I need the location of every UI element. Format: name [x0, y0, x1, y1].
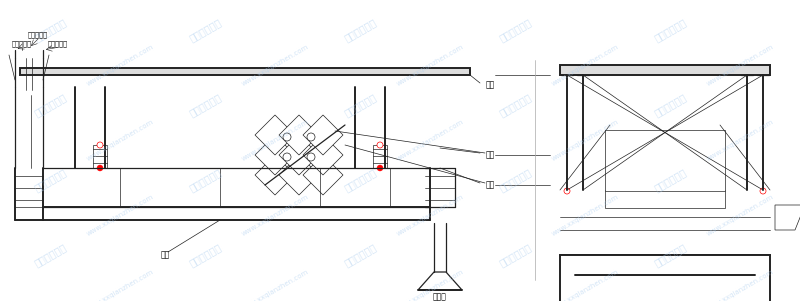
Text: 底座: 底座	[486, 80, 494, 89]
Text: 新乡千振机械: 新乡千振机械	[342, 92, 378, 118]
Polygon shape	[255, 155, 295, 195]
Text: www.xxqianzhen.com: www.xxqianzhen.com	[395, 268, 465, 301]
Text: www.xxqianzhen.com: www.xxqianzhen.com	[241, 268, 310, 301]
Text: 激振: 激振	[486, 181, 494, 190]
Circle shape	[97, 165, 103, 171]
Text: www.xxqianzhen.com: www.xxqianzhen.com	[395, 193, 465, 237]
Text: www.xxqianzhen.com: www.xxqianzhen.com	[706, 268, 774, 301]
Text: www.xxqianzhen.com: www.xxqianzhen.com	[550, 193, 619, 237]
Text: www.xxqianzhen.com: www.xxqianzhen.com	[706, 118, 774, 162]
Polygon shape	[775, 205, 800, 230]
Text: 新乡千振机械: 新乡千振机械	[187, 17, 222, 43]
Text: 新乡千振机械: 新乡千振机械	[652, 17, 688, 43]
Bar	[585, 255, 745, 273]
Text: www.xxqianzhen.com: www.xxqianzhen.com	[86, 118, 154, 162]
Bar	[20, 68, 470, 75]
Polygon shape	[255, 135, 295, 175]
Polygon shape	[303, 155, 343, 195]
Text: 新乡千振机械: 新乡千振机械	[498, 17, 533, 43]
Polygon shape	[255, 115, 295, 155]
Text: 新乡千振机械: 新乡千振机械	[32, 92, 68, 118]
Text: 中料出料口: 中料出料口	[28, 32, 48, 38]
Circle shape	[670, 135, 720, 185]
Bar	[560, 65, 770, 75]
Text: 细料出料口: 细料出料口	[48, 41, 68, 47]
Text: 新乡千振机械: 新乡千振机械	[652, 242, 688, 268]
Text: www.xxqianzhen.com: www.xxqianzhen.com	[550, 43, 619, 87]
Polygon shape	[303, 115, 343, 155]
Text: www.xxqianzhen.com: www.xxqianzhen.com	[706, 193, 774, 237]
Text: 新乡千振机械: 新乡千振机械	[187, 242, 222, 268]
Polygon shape	[303, 135, 343, 175]
Text: 新乡千振机械: 新乡千振机械	[652, 167, 688, 193]
Text: 新乡千振机械: 新乡千振机械	[342, 17, 378, 43]
Text: www.xxqianzhen.com: www.xxqianzhen.com	[86, 193, 154, 237]
Text: www.xxqianzhen.com: www.xxqianzhen.com	[86, 43, 154, 87]
Bar	[560, 255, 770, 301]
Polygon shape	[279, 155, 319, 195]
Text: www.xxqianzhen.com: www.xxqianzhen.com	[395, 43, 465, 87]
Text: 新乡千振机械: 新乡千振机械	[652, 92, 688, 118]
Polygon shape	[418, 272, 462, 290]
Polygon shape	[279, 115, 319, 155]
Bar	[605, 130, 725, 191]
Bar	[93, 145, 107, 168]
Text: 新乡千振机械: 新乡千振机械	[187, 92, 222, 118]
Text: 新乡千振机械: 新乡千振机械	[32, 167, 68, 193]
Text: 新乡千振机械: 新乡千振机械	[498, 167, 533, 193]
Circle shape	[307, 133, 315, 141]
Circle shape	[760, 188, 766, 194]
Bar	[373, 145, 387, 168]
Text: www.xxqianzhen.com: www.xxqianzhen.com	[395, 118, 465, 162]
Text: www.xxqianzhen.com: www.xxqianzhen.com	[241, 118, 310, 162]
Text: 新乡千振机械: 新乡千振机械	[32, 242, 68, 268]
Text: www.xxqianzhen.com: www.xxqianzhen.com	[241, 43, 310, 87]
Circle shape	[377, 165, 383, 171]
Text: www.xxqianzhen.com: www.xxqianzhen.com	[86, 268, 154, 301]
Circle shape	[377, 142, 383, 148]
Circle shape	[283, 153, 291, 161]
Text: 新乡千振机械: 新乡千振机械	[498, 242, 533, 268]
Text: 新乡千振机械: 新乡千振机械	[32, 17, 68, 43]
Text: 新乡千振机械: 新乡千振机械	[342, 242, 378, 268]
Circle shape	[683, 148, 707, 172]
Text: 新乡千振机械: 新乡千振机械	[187, 167, 222, 193]
Circle shape	[610, 135, 660, 185]
Text: 粗料出料口: 粗料出料口	[12, 41, 32, 47]
Text: www.xxqianzhen.com: www.xxqianzhen.com	[706, 43, 774, 87]
Text: www.xxqianzhen.com: www.xxqianzhen.com	[550, 268, 619, 301]
Text: 进料口: 进料口	[433, 293, 447, 301]
Polygon shape	[279, 135, 319, 175]
Text: www.xxqianzhen.com: www.xxqianzhen.com	[550, 118, 619, 162]
Circle shape	[307, 153, 315, 161]
Circle shape	[283, 133, 291, 141]
Circle shape	[97, 142, 103, 148]
Text: www.xxqianzhen.com: www.xxqianzhen.com	[241, 193, 310, 237]
Text: 新乡千振机械: 新乡千振机械	[498, 92, 533, 118]
Text: 电机: 电机	[486, 150, 494, 160]
Circle shape	[564, 188, 570, 194]
Text: 新乡千振机械: 新乡千振机械	[342, 167, 378, 193]
Bar	[605, 190, 725, 208]
Text: 筛框: 筛框	[160, 250, 170, 259]
Polygon shape	[560, 255, 770, 275]
Circle shape	[623, 148, 647, 172]
